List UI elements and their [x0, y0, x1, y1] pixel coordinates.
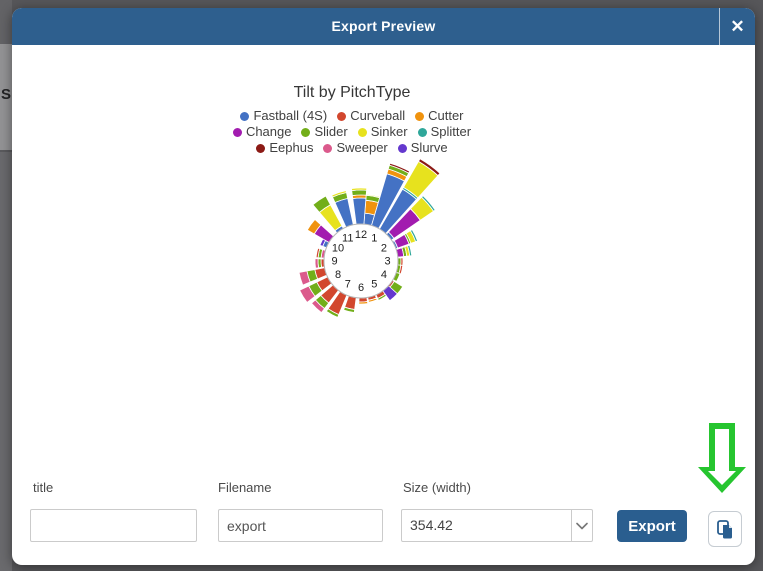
legend-label: Slider	[314, 124, 348, 139]
clock-number-8: 8	[335, 269, 341, 281]
legend-row: Fastball (4S) Curveball Cutter	[235, 108, 468, 124]
clock-number-5: 5	[371, 278, 377, 290]
clock-number-11: 11	[342, 233, 353, 245]
rose-segment-sweeper	[311, 299, 326, 314]
modal-title: Export Preview	[331, 18, 436, 34]
rose-segment-sweeper	[299, 285, 316, 303]
rose-segment-slider	[377, 293, 387, 301]
rose-segment-sweeper	[298, 270, 311, 286]
size-label: Size (width)	[403, 480, 471, 495]
legend-label: Eephus	[269, 140, 314, 155]
rose-segment-slider	[343, 306, 356, 314]
legend-swatch-icon	[397, 143, 407, 153]
legend-label: Sweeper	[336, 140, 388, 155]
legend-item-cutter: Cutter	[415, 108, 464, 124]
size-select-value: 354.42	[410, 517, 453, 533]
clock-number-1: 1	[371, 233, 377, 245]
filename-label: Filename	[218, 480, 272, 495]
rose-segment-cutter	[358, 301, 369, 305]
legend-swatch-icon	[256, 143, 266, 153]
rose-segment-eephus	[388, 162, 411, 174]
filename-input[interactable]	[218, 509, 383, 542]
legend-swatch-icon	[417, 127, 427, 137]
clock-number-7: 7	[345, 278, 351, 290]
legend-label: Fastball (4S)	[253, 108, 328, 123]
clock-number-2: 2	[381, 242, 387, 254]
annotation-arrow-down-icon	[698, 423, 746, 493]
legend-label: Curveball	[350, 108, 406, 123]
legend-item-eephus: Eephus	[256, 140, 313, 156]
legend-swatch-icon	[415, 111, 425, 121]
clock-number-4: 4	[381, 269, 387, 281]
rose-segment-slider	[351, 189, 368, 197]
chevron-down-icon[interactable]	[571, 510, 592, 541]
clock-number-10: 10	[332, 242, 344, 254]
rose-segment-curveball	[315, 247, 321, 259]
chart-title: Tilt by PitchType	[293, 84, 411, 101]
clock-number-6: 6	[358, 282, 364, 294]
legend-swatch-icon	[323, 143, 333, 153]
rose-segment-eephus	[417, 158, 441, 177]
copy-to-clipboard-button[interactable]	[708, 511, 742, 547]
rose-segment-slider	[325, 308, 340, 318]
rose-segment-splitter	[409, 229, 419, 243]
rose-segment-cutter	[367, 297, 378, 303]
size-select[interactable]: 354.42	[401, 509, 593, 542]
legend-row: Change Slider Sinker Splitter	[228, 124, 476, 140]
rose-segment-slider	[312, 195, 332, 213]
rose-segment-sinker	[331, 190, 347, 198]
legend-item-fastball-4s: Fastball (4S)	[240, 108, 327, 124]
legend-label: Slurve	[410, 140, 448, 155]
rose-segment-splitter	[407, 244, 413, 257]
copy-icon	[717, 520, 732, 539]
legend-item-splitter: Splitter	[417, 124, 472, 140]
legend-item-sinker: Sinker	[357, 124, 408, 140]
rose-segment-sweeper	[314, 258, 319, 269]
clock-number-12: 12	[355, 229, 367, 241]
rose-segment-curveball	[398, 264, 404, 275]
clock-number-9: 9	[331, 256, 337, 268]
title-input[interactable]	[30, 509, 197, 542]
legend-swatch-icon	[337, 111, 347, 121]
legend-item-slurve: Slurve	[397, 140, 448, 156]
legend-swatch-icon	[357, 127, 367, 137]
legend-item-slider: Slider	[301, 124, 348, 140]
rose-segment-splitter	[421, 195, 436, 212]
clock-face	[323, 223, 399, 299]
legend-swatch-icon	[240, 111, 250, 121]
backdrop-partial-text: S	[1, 86, 12, 103]
clock-number-3: 3	[384, 256, 390, 268]
export-button[interactable]: Export	[617, 510, 687, 542]
legend-swatch-icon	[301, 127, 311, 137]
legend-label: Cutter	[428, 108, 464, 123]
legend-label: Splitter	[430, 124, 472, 139]
rose-segment-cutter	[306, 218, 322, 235]
chart-legend: Fastball (4S) Curveball Cutter Change Slider…	[12, 108, 692, 156]
title-label: title	[33, 480, 54, 495]
backdrop-content-fragment	[0, 44, 12, 152]
modal-header: Export Preview ✕	[12, 8, 755, 45]
backdrop-header-fragment	[0, 0, 12, 44]
legend-item-change: Change	[232, 124, 292, 140]
legend-swatch-icon	[232, 127, 242, 137]
backdrop-page-strip: S	[0, 0, 12, 571]
export-preview-modal: Export Preview ✕ Tilt by PitchType Fastb…	[12, 8, 755, 565]
close-icon[interactable]: ✕	[719, 8, 755, 45]
legend-label: Sinker	[370, 124, 408, 139]
backdrop-divider	[0, 150, 12, 152]
legend-item-curveball: Curveball	[337, 108, 405, 124]
legend-label: Change	[245, 124, 292, 139]
rose-segment-fastball-4s	[352, 197, 367, 225]
legend-item-sweeper: Sweeper	[323, 140, 388, 156]
rose-segment-sinker	[351, 187, 368, 192]
legend-row: Eephus Sweeper Slurve	[251, 140, 452, 156]
